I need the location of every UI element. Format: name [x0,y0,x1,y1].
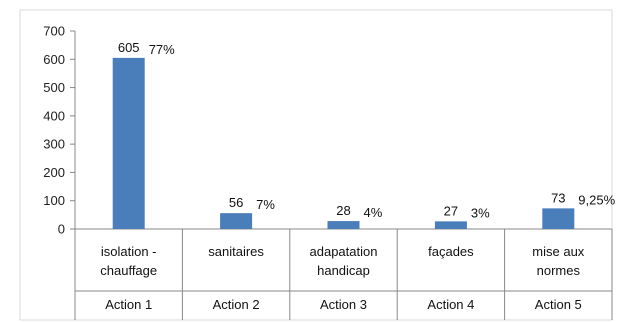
y-tick-label: 600 [43,52,65,67]
category-label: chauffage [100,263,157,278]
y-tick-label: 200 [43,165,65,180]
category-label: mise aux [532,244,585,259]
category-label: adapatation [310,244,378,259]
group-label: Action 1 [105,297,152,312]
label-layer: 605 77% isolation - chauffage Action 1 56 7% sa… [100,40,615,312]
category-label: normes [537,263,581,278]
percent-label: 7% [256,197,275,212]
bar [112,57,145,229]
percent-label: 4% [364,205,383,220]
y-tick-label: 300 [43,137,65,152]
y-tick-label: 700 [43,24,65,39]
value-label: 28 [336,203,350,218]
bar [434,221,467,229]
bar [542,208,575,229]
value-label: 27 [444,203,458,218]
group-label: Action 3 [320,297,367,312]
category-label: sanitaires [208,244,264,259]
y-tick-label: 400 [43,108,65,123]
bar [327,221,360,229]
y-tick-label: 500 [43,80,65,95]
axis-layer: 0 100 200 300 400 500 600 700 [43,24,613,320]
value-label: 56 [229,195,243,210]
group-label: Action 2 [213,297,260,312]
group-label: Action 4 [427,297,474,312]
value-label: 73 [551,190,565,205]
bar-layer [112,57,575,229]
value-label: 605 [118,40,140,55]
category-label: façades [428,244,474,259]
y-tick-label: 0 [58,222,65,237]
percent-label: 9,25% [578,192,615,207]
percent-label: 3% [471,205,490,220]
percent-label: 77% [149,42,175,57]
group-label: Action 5 [535,297,582,312]
bar [220,213,253,229]
category-label: handicap [317,263,370,278]
y-tick-label: 100 [43,193,65,208]
category-label: isolation - [101,244,157,259]
